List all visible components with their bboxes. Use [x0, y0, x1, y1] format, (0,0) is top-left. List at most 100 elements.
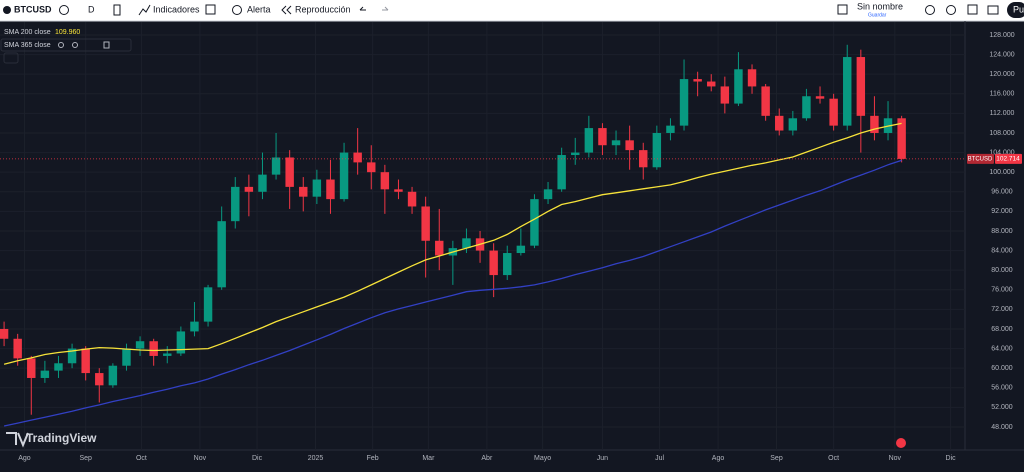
y-tick-label: 124.000 — [989, 51, 1014, 58]
candle-body — [67, 348, 77, 364]
toolbar — [0, 0, 1024, 21]
y-tick-label: 48.000 — [991, 424, 1013, 431]
interval[interactable]: D — [88, 4, 95, 14]
x-tick-label: Jun — [597, 455, 608, 462]
settings-button[interactable] — [946, 5, 956, 15]
x-tick-label: Dic — [252, 455, 263, 462]
candle-body — [203, 287, 213, 322]
publish-label[interactable]: Pu — [1013, 4, 1024, 14]
candle-body — [380, 172, 390, 190]
candle-body — [176, 331, 186, 354]
candle-body — [489, 250, 498, 276]
y-tick-label: 104.000 — [989, 149, 1014, 156]
x-tick-label: Ago — [18, 455, 31, 462]
indicators-button[interactable]: Indicadores — [153, 4, 200, 14]
plot-area — [0, 22, 965, 450]
replay-button[interactable]: Reproducción — [295, 4, 351, 14]
x-tick-label: Mar — [422, 455, 435, 462]
y-tick-label: 80.000 — [991, 267, 1013, 274]
undo-button[interactable] — [359, 6, 366, 11]
candle-body — [285, 157, 294, 187]
candle-body — [543, 189, 553, 200]
candle-body — [897, 118, 906, 159]
search-button[interactable] — [925, 5, 935, 15]
x-tick-label: Nov — [194, 455, 207, 462]
x-tick-label: Oct — [828, 455, 839, 462]
redo-button[interactable] — [382, 6, 389, 11]
candle-body — [54, 363, 63, 371]
legend-row-box — [0, 38, 132, 52]
snapshot-button[interactable] — [987, 5, 999, 15]
sma-line — [3, 122, 902, 365]
legend-entry[interactable]: SMA 365 close — [4, 42, 51, 49]
x-tick-label: Jul — [655, 455, 664, 462]
event-marker[interactable] — [896, 438, 906, 448]
candle-body — [258, 174, 267, 192]
candle-body — [639, 150, 648, 168]
alert-button[interactable]: Alerta — [247, 4, 271, 14]
symbol-tag — [967, 153, 994, 164]
candle-body — [775, 115, 784, 131]
y-tick-label: 76.000 — [991, 287, 1013, 294]
candle-body — [13, 338, 22, 359]
candle-body — [367, 162, 376, 173]
candle-body — [720, 86, 730, 104]
candle-body — [271, 157, 281, 175]
visibility-button[interactable] — [58, 42, 64, 48]
settings-button[interactable] — [72, 42, 78, 48]
collapse-button[interactable] — [3, 52, 19, 64]
y-tick-label: 84.000 — [991, 247, 1013, 254]
chart-type-button[interactable] — [113, 4, 121, 16]
candle-body — [625, 140, 634, 151]
y-tick-label: 112.000 — [990, 110, 1015, 117]
candle-body — [163, 353, 172, 356]
layout-name[interactable]: Sin nombre — [857, 1, 903, 11]
save-button[interactable]: Guardar — [868, 12, 887, 18]
candle-body — [353, 152, 362, 163]
y-tick-label: 60.000 — [991, 365, 1013, 372]
candle-body — [122, 348, 131, 366]
candle-body — [557, 155, 566, 190]
candle-body — [95, 373, 104, 386]
price-tag — [995, 153, 1022, 164]
candle-body — [652, 132, 662, 168]
candle-body — [571, 152, 580, 156]
sma-line — [3, 159, 902, 427]
candle-body — [339, 152, 349, 200]
publish-button[interactable] — [1007, 2, 1024, 18]
candle-body — [666, 125, 675, 133]
candle-body — [81, 348, 90, 374]
compare-button[interactable] — [59, 5, 69, 15]
candle-body — [326, 179, 335, 200]
candle-body — [829, 98, 838, 126]
candle-body — [530, 199, 539, 246]
candle-body — [435, 240, 444, 256]
y-tick-label: 68.000 — [991, 326, 1013, 333]
candle-body — [611, 140, 621, 146]
y-tick-label: 72.000 — [991, 306, 1013, 313]
price-tag-label: 102.714 — [996, 156, 1020, 163]
templates-button[interactable] — [205, 4, 216, 15]
candle-body — [0, 328, 9, 339]
candle-body — [394, 189, 403, 192]
candle-body — [503, 253, 512, 276]
candle-body — [27, 358, 36, 378]
x-tick-label: Nov — [889, 455, 902, 462]
y-tick-label: 116.000 — [990, 91, 1015, 98]
candle-body — [679, 79, 689, 126]
replay-icon — [281, 5, 292, 15]
symbol-icon[interactable] — [3, 6, 11, 14]
x-tick-label: Abr — [481, 455, 493, 462]
candle-body — [747, 69, 757, 87]
candle-body — [421, 206, 430, 241]
candle-body — [217, 221, 226, 288]
symbol[interactable]: BTCUSD — [14, 4, 52, 14]
legend-entry[interactable]: SMA 200 close — [4, 29, 51, 36]
delete-button[interactable] — [103, 41, 110, 49]
y-tick-label: 128.000 — [989, 32, 1014, 39]
fullscreen-button[interactable] — [967, 4, 978, 15]
watermark: TradingView — [26, 431, 97, 445]
